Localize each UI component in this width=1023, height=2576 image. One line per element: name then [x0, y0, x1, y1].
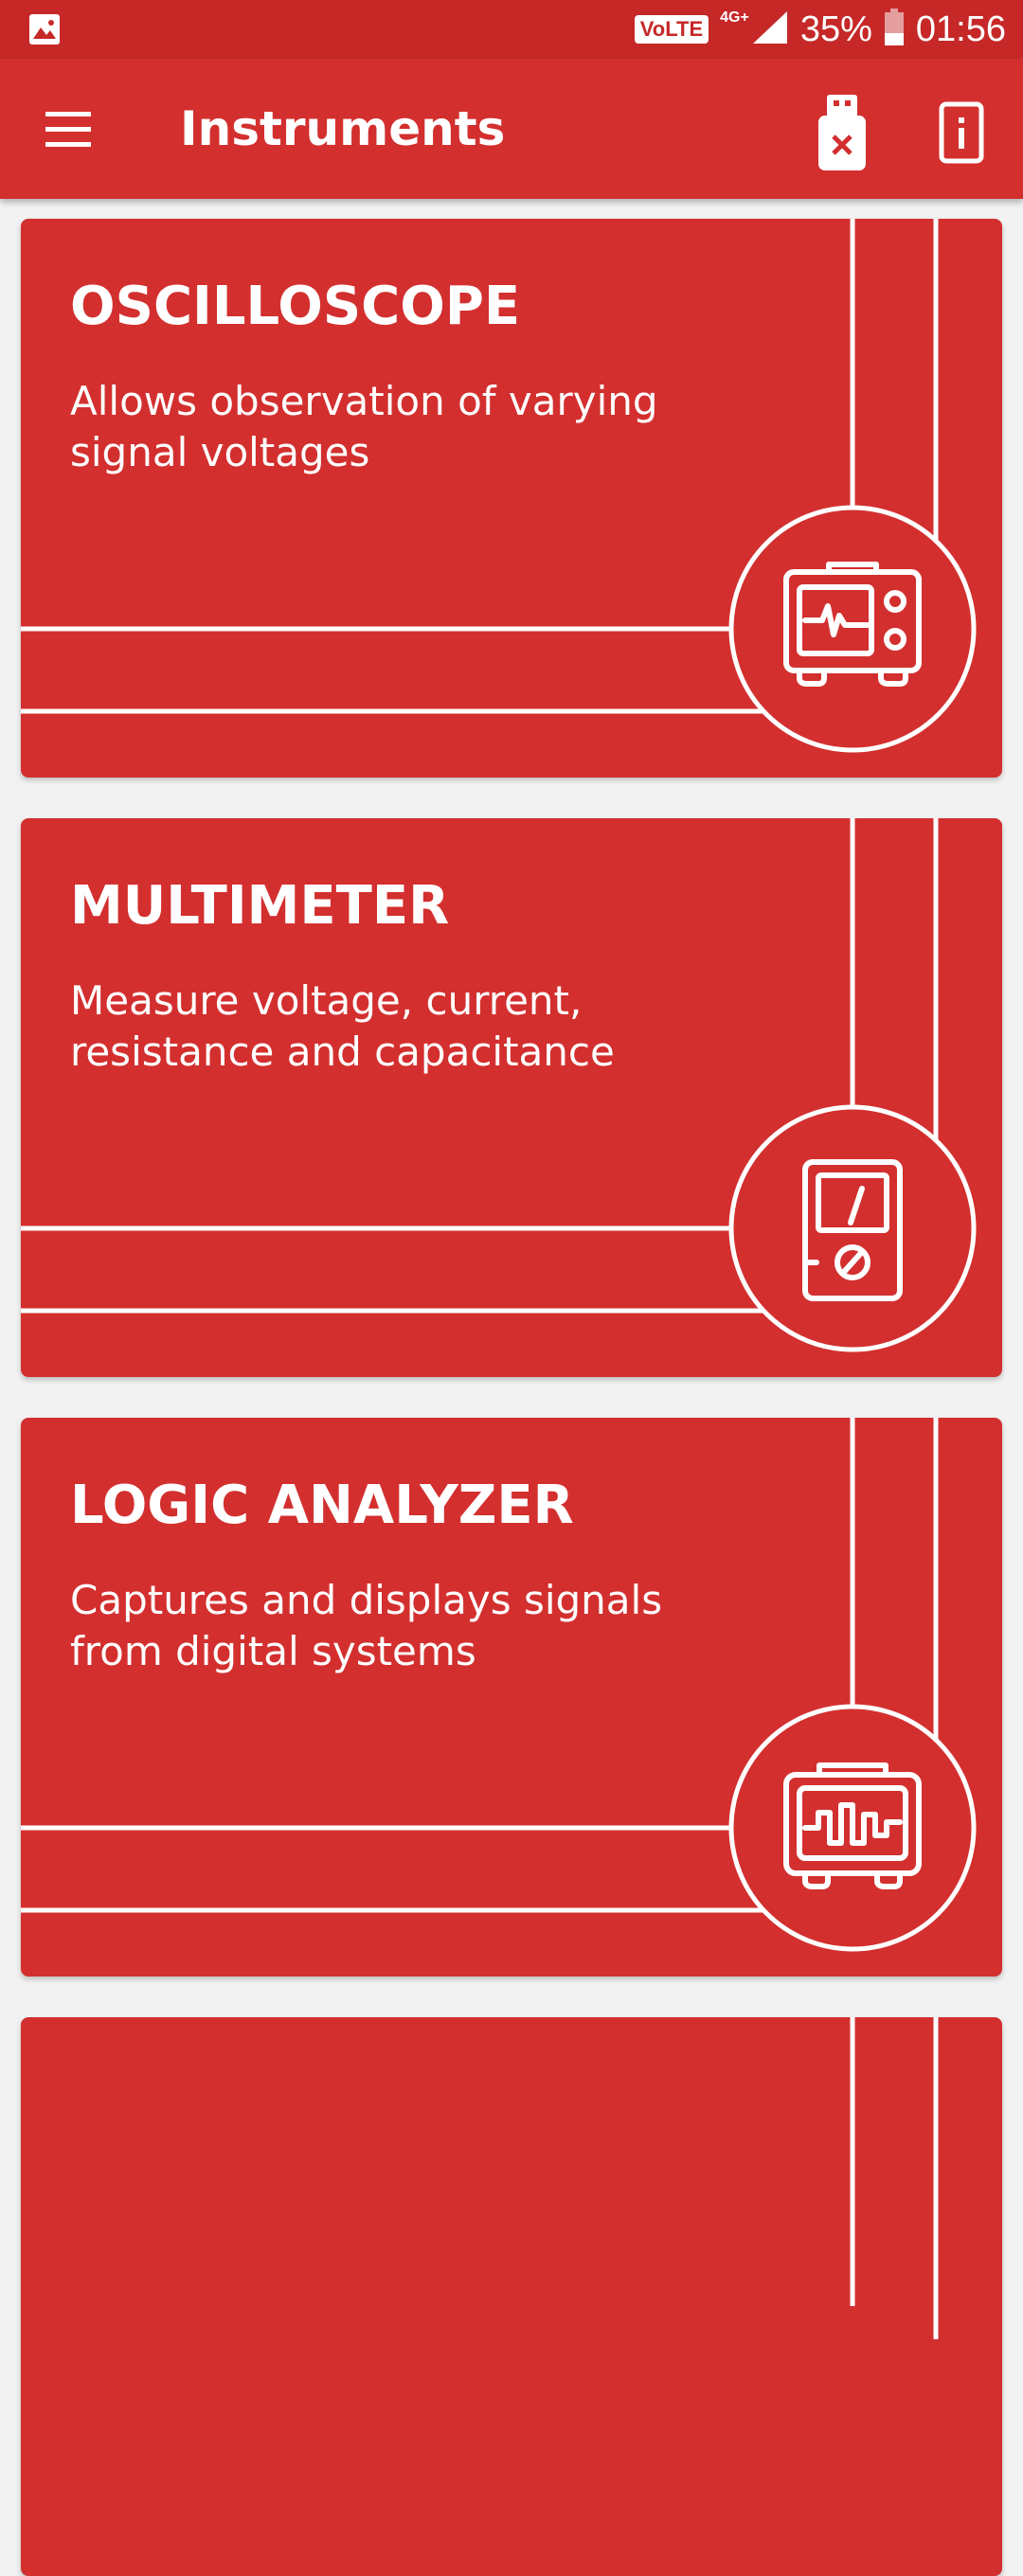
card-description: Captures and displays signals from digit…	[70, 1577, 663, 1674]
signal-icon	[751, 9, 789, 49]
oscilloscope-card[interactable]: OSCILLOSCOPE Allows observation of varyi…	[21, 219, 1002, 778]
battery-percent: 35%	[799, 9, 872, 49]
multimeter-icon	[802, 1159, 903, 1301]
card-decoration	[850, 2017, 939, 2339]
page-title: Instruments	[180, 101, 506, 156]
card-decoration	[21, 1418, 977, 1952]
clock: 01:56	[915, 9, 1006, 49]
usb-disconnected-button[interactable]	[813, 93, 871, 172]
logic-analyzer-icon	[783, 1762, 922, 1889]
usb-disconnected-icon	[818, 95, 866, 170]
card-title: LOGIC ANALYZER	[70, 1475, 574, 1536]
device-info-icon	[939, 101, 984, 164]
card-description: Allows observation of varying signal vol…	[70, 378, 658, 475]
menu-button[interactable]	[38, 100, 99, 157]
card-title: MULTIMETER	[70, 875, 450, 937]
logic-analyzer-card[interactable]: LOGIC ANALYZER Captures and displays sig…	[21, 1418, 1002, 1977]
network-type-label: 4G+	[720, 9, 749, 26]
next-instrument-card[interactable]	[21, 2017, 1002, 2576]
volte-badge: VoLTE	[634, 15, 709, 44]
card-description: Measure voltage, current, resistance and…	[70, 977, 615, 1075]
multimeter-card[interactable]: MULTIMETER Measure voltage, current, res…	[21, 818, 1002, 1377]
card-decoration	[21, 219, 977, 753]
card-title: OSCILLOSCOPE	[70, 276, 521, 337]
oscilloscope-icon	[783, 562, 922, 687]
battery-icon	[884, 9, 905, 50]
hamburger-menu-icon	[45, 112, 91, 147]
status-bar: VoLTE 4G+ 35% 01:56	[0, 0, 1023, 59]
device-info-button[interactable]	[938, 100, 985, 165]
gallery-notification-icon	[28, 13, 61, 49]
app-bar: Instruments	[0, 59, 1023, 199]
